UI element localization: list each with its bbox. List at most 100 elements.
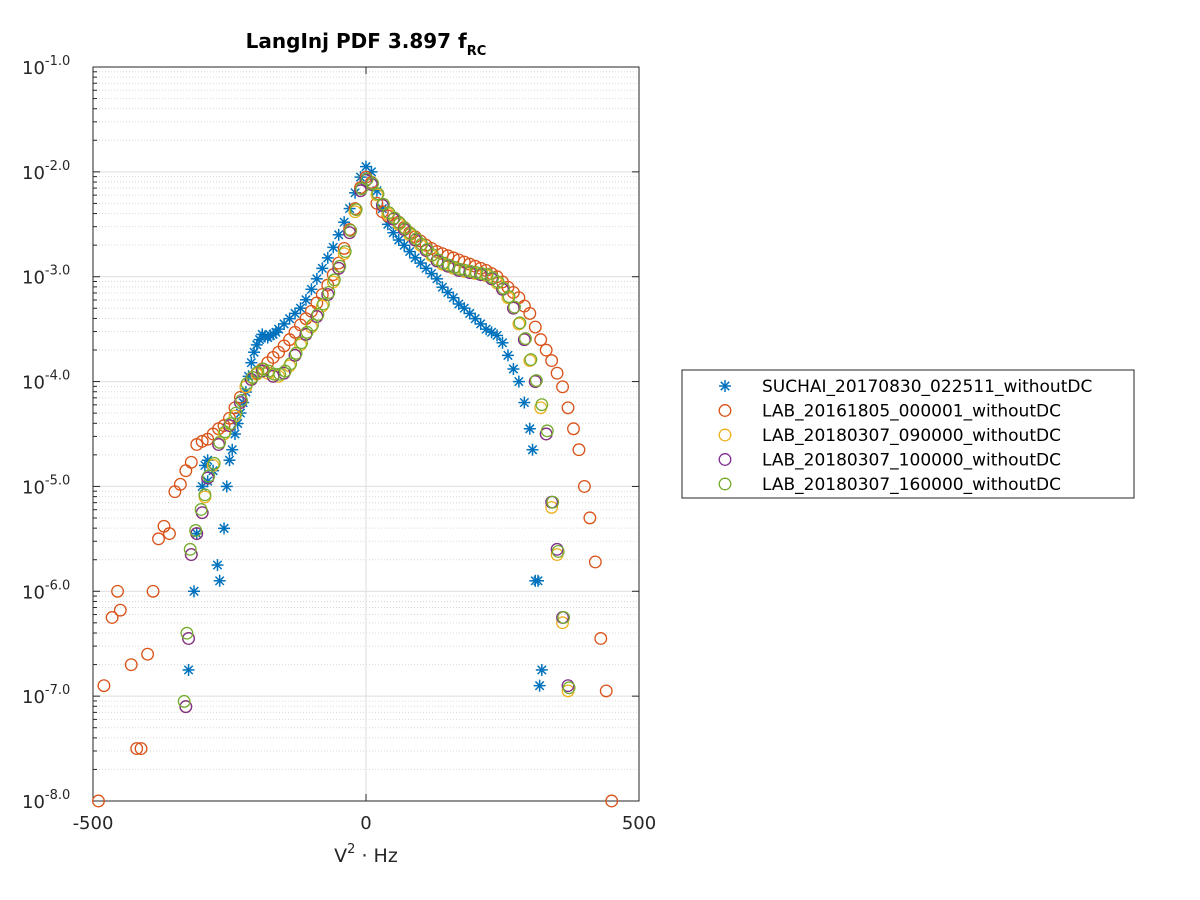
- series-LAB_20161805_000001_withoutDC: [92, 170, 619, 808]
- y-tick-label: 10-7.0: [22, 683, 70, 708]
- data-point: [245, 356, 258, 369]
- data-point: [545, 500, 559, 514]
- data-point: [534, 333, 548, 347]
- data-point: [496, 336, 509, 349]
- data-point: [124, 658, 138, 672]
- data-point: [523, 306, 537, 320]
- data-point: [182, 663, 195, 676]
- data-point: [556, 616, 570, 630]
- data-point: [177, 694, 191, 708]
- data-point: [212, 438, 226, 451]
- data-point: [105, 611, 119, 624]
- data-point: [531, 574, 544, 587]
- data-point: [97, 679, 111, 693]
- data-point: [220, 480, 233, 493]
- legend-marker: [718, 428, 732, 442]
- data-point: [182, 632, 196, 645]
- legend: SUCHAI_20170830_022511_withoutDC LAB_2016…: [681, 369, 1135, 499]
- data-point: [605, 794, 619, 808]
- data-point: [425, 267, 438, 280]
- legend-entry: LAB_20180307_090000_withoutDC: [718, 426, 1061, 446]
- legend-marker: [719, 380, 731, 392]
- data-point: [508, 300, 521, 314]
- data-point: [502, 290, 516, 304]
- data-point: [213, 435, 227, 449]
- data-point: [211, 559, 224, 572]
- data-point: [311, 308, 325, 321]
- x-tick-label: 500: [622, 813, 656, 834]
- data-point: [231, 417, 244, 430]
- data-point: [437, 256, 450, 270]
- data-point: [588, 555, 602, 569]
- data-point: [179, 700, 193, 714]
- data-point: [321, 251, 334, 264]
- legend-marker: [718, 404, 732, 417]
- data-point: [332, 228, 345, 241]
- series-LAB_20180307_160000_withoutDC: [177, 172, 576, 708]
- data-point: [441, 259, 455, 273]
- data-point: [550, 542, 564, 556]
- legend-label: SUCHAI_20170830_022511_withoutDC: [762, 377, 1092, 397]
- y-tick-label: 10-5.0: [22, 473, 70, 498]
- y-tick-label: 10-8.0: [22, 788, 70, 813]
- data-point: [507, 362, 520, 375]
- legend-box: [681, 369, 1135, 499]
- data-point: [201, 471, 215, 485]
- legend-label: LAB_20161805_000001_withoutDC: [762, 402, 1061, 422]
- data-point: [551, 544, 565, 558]
- y-tick-label: 10-2.0: [22, 159, 70, 184]
- data-point: [535, 663, 548, 676]
- data-point: [556, 380, 570, 394]
- data-point: [188, 585, 201, 598]
- legend-entry: SUCHAI_20170830_022511_withoutDC: [719, 377, 1092, 397]
- y-tick-label: 10-1.0: [22, 54, 70, 79]
- data-point: [386, 212, 400, 226]
- data-point: [397, 223, 411, 236]
- data-point: [535, 398, 549, 412]
- data-point: [173, 477, 187, 491]
- data-point: [557, 611, 571, 624]
- series-LAB_20180307_100000_withoutDC: [179, 173, 575, 714]
- data-point: [213, 574, 226, 587]
- data-point: [180, 626, 194, 640]
- data-point: [528, 320, 542, 334]
- data-point: [256, 362, 270, 376]
- data-point: [561, 401, 575, 415]
- data-point: [315, 299, 329, 313]
- legend-entry: LAB_20180307_100000_withoutDC: [718, 451, 1061, 471]
- data-point: [343, 226, 357, 240]
- x-tick-label: 0: [360, 813, 371, 834]
- data-point: [229, 406, 243, 420]
- data-point: [512, 317, 526, 331]
- data-point: [458, 302, 471, 315]
- data-point: [277, 366, 291, 380]
- data-point: [113, 603, 127, 617]
- data-point: [299, 293, 312, 306]
- data-point: [284, 357, 298, 371]
- data-point: [583, 511, 597, 525]
- data-point: [518, 396, 531, 409]
- data-point: [370, 188, 384, 202]
- data-point: [408, 233, 422, 247]
- data-point: [545, 354, 559, 368]
- y-tick-label: 10-3.0: [22, 264, 70, 289]
- data-point: [485, 272, 499, 286]
- data-point: [349, 203, 363, 217]
- data-point: [436, 281, 449, 294]
- x-tick-label: -500: [73, 813, 114, 834]
- data-point: [244, 373, 258, 386]
- data-point: [348, 205, 362, 219]
- data-point: [316, 297, 330, 311]
- data-point: [550, 366, 564, 380]
- data-point: [512, 375, 525, 388]
- data-point: [496, 282, 509, 296]
- data-point: [343, 223, 357, 236]
- legend-label: LAB_20180307_090000_withoutDC: [762, 426, 1061, 446]
- data-point: [562, 681, 576, 695]
- data-point: [567, 422, 580, 436]
- data-point: [198, 488, 212, 502]
- series-SUCHAI_20170830_022511_withoutDC: [182, 160, 548, 692]
- data-point: [306, 318, 319, 332]
- data-point: [529, 374, 543, 387]
